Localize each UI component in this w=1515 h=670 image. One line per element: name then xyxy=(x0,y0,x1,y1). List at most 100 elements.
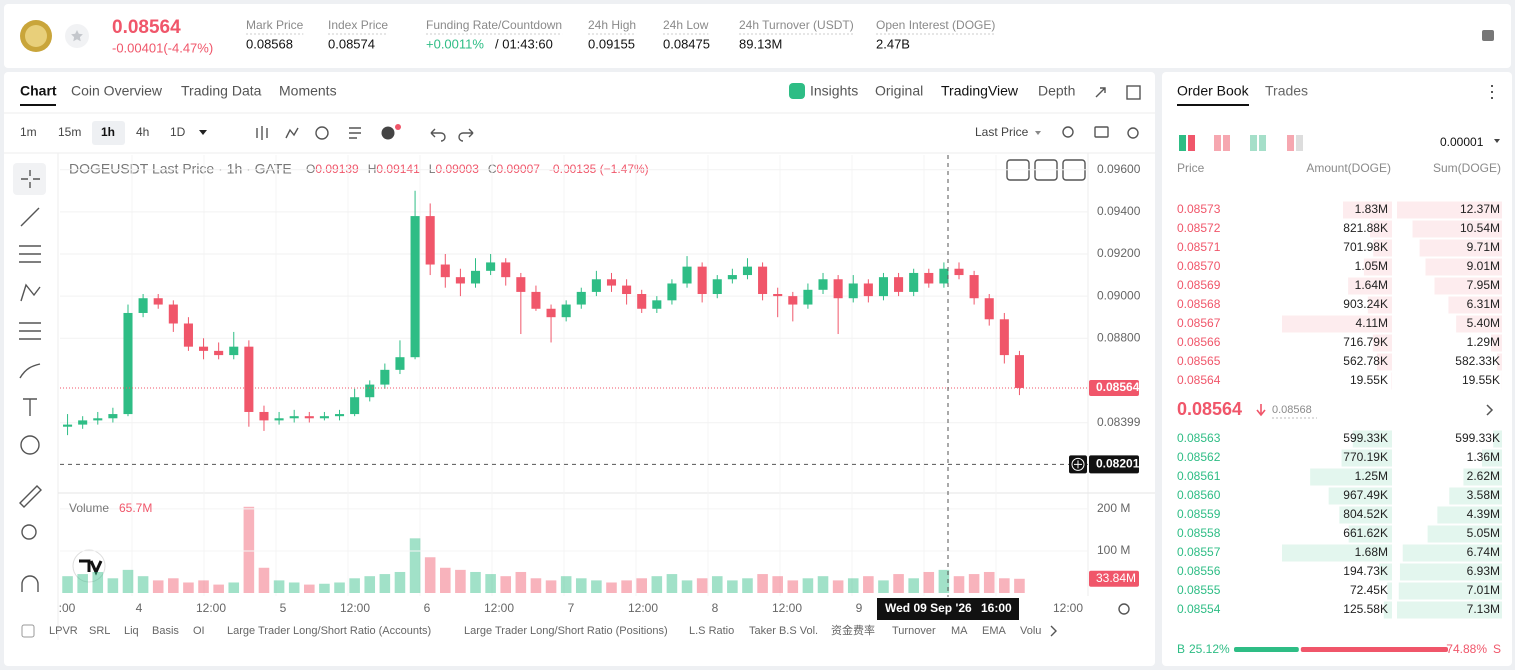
ob-price[interactable]: 0.08566 xyxy=(1177,335,1221,349)
magnet-tool[interactable] xyxy=(21,575,39,592)
ob-price[interactable]: 0.08562 xyxy=(1177,450,1221,464)
text-tool[interactable] xyxy=(23,398,37,416)
layout-buttons[interactable] xyxy=(1179,135,1303,151)
tab[interactable]: Coin Overview xyxy=(71,83,163,99)
candle-body xyxy=(652,300,662,309)
column-header: Sum(DOGE) xyxy=(1433,161,1501,175)
projection-tool[interactable] xyxy=(19,322,41,340)
indicator-scroll[interactable] xyxy=(1050,625,1057,637)
interval[interactable]: 1m xyxy=(20,125,37,139)
replay-button[interactable] xyxy=(315,126,329,140)
ob-price[interactable]: 0.08570 xyxy=(1177,259,1221,273)
snapshot-button[interactable] xyxy=(1094,126,1109,138)
volume-bar xyxy=(122,569,134,593)
candle-body xyxy=(727,275,737,280)
undo-button[interactable] xyxy=(430,128,446,142)
x-tick-label: 7 xyxy=(568,601,575,615)
ob-price[interactable]: 0.08565 xyxy=(1177,354,1221,368)
ob-price[interactable]: 0.08564 xyxy=(1177,373,1221,387)
view-tab[interactable]: TradingView xyxy=(941,83,1019,99)
zoom-tool[interactable] xyxy=(21,524,37,540)
ob-price[interactable]: 0.08555 xyxy=(1177,583,1221,597)
candle-body xyxy=(350,397,360,415)
fib-tool[interactable] xyxy=(19,245,41,263)
interval[interactable]: 4h xyxy=(136,125,149,139)
volume-bar xyxy=(908,578,919,593)
indicator[interactable]: Turnover xyxy=(892,625,936,637)
amount-bar xyxy=(1310,468,1392,486)
ob-price[interactable]: 0.08563 xyxy=(1177,431,1221,445)
ob-tab[interactable]: Trades xyxy=(1265,83,1308,99)
candle-body xyxy=(259,411,269,421)
ob-price[interactable]: 0.08559 xyxy=(1177,507,1221,521)
axis-settings[interactable] xyxy=(1118,603,1130,615)
candle-body xyxy=(954,268,964,276)
interval[interactable]: 15m xyxy=(58,125,81,139)
ob-price[interactable]: 0.08558 xyxy=(1177,526,1221,540)
indicator-button[interactable] xyxy=(285,127,299,139)
ob-price[interactable]: 0.08560 xyxy=(1177,488,1221,502)
interval[interactable]: 1D xyxy=(170,125,186,139)
candle-type-button[interactable] xyxy=(256,126,268,140)
tab[interactable]: Chart xyxy=(20,83,57,99)
stat-label: Open Interest (DOGE) xyxy=(876,18,995,32)
expand-arrow[interactable] xyxy=(1486,404,1494,416)
ob-price[interactable]: 0.08573 xyxy=(1177,202,1221,216)
price-source[interactable]: Last Price xyxy=(975,125,1029,139)
ob-price[interactable]: 0.08561 xyxy=(1177,469,1221,483)
tv-mark xyxy=(79,559,103,576)
line-tool[interactable] xyxy=(20,207,40,227)
candle-body xyxy=(486,262,496,271)
tab[interactable]: Moments xyxy=(279,83,337,99)
volume-bar xyxy=(394,571,406,593)
window-button[interactable] xyxy=(1126,85,1141,100)
add-button[interactable] xyxy=(381,126,395,140)
stat-value: 0.08568 xyxy=(246,36,293,51)
interval[interactable]: 1h xyxy=(101,125,115,139)
x-tick-label: 5 xyxy=(280,601,287,615)
indicator[interactable]: MA xyxy=(951,625,968,637)
stat-value: 89.13M xyxy=(739,36,782,51)
ob-price[interactable]: 0.08569 xyxy=(1177,278,1221,292)
ob-price[interactable]: 0.08568 xyxy=(1177,297,1221,311)
tab[interactable]: Trading Data xyxy=(181,83,262,99)
settings-button[interactable] xyxy=(1127,127,1139,139)
view-tab[interactable]: Insights xyxy=(810,83,858,99)
ob-tab[interactable]: Order Book xyxy=(1177,83,1250,99)
indicator[interactable]: Large Trader Long/Short Ratio (Accounts) xyxy=(227,625,431,637)
indicator[interactable]: SRL xyxy=(89,625,110,637)
amount-bar xyxy=(1339,506,1392,524)
indicator[interactable]: Liq xyxy=(124,625,139,637)
indicator[interactable]: L.S Ratio xyxy=(689,625,734,637)
template-button[interactable] xyxy=(349,127,361,139)
ob-price[interactable]: 0.08557 xyxy=(1177,545,1221,559)
ob-price[interactable]: 0.08567 xyxy=(1177,316,1221,330)
search-button[interactable] xyxy=(1062,126,1074,138)
indicator[interactable]: Large Trader Long/Short Ratio (Positions… xyxy=(464,625,668,637)
ob-price[interactable]: 0.08554 xyxy=(1177,602,1221,616)
brush-tool[interactable] xyxy=(19,363,41,379)
emoji-tool[interactable] xyxy=(20,435,40,455)
sum-bar xyxy=(1434,277,1502,295)
volume-bar xyxy=(334,582,345,593)
precision[interactable]: 0.00001 xyxy=(1440,135,1484,149)
indicator[interactable]: EMA xyxy=(982,625,1007,637)
crosshair-tool[interactable] xyxy=(21,170,40,188)
indicator[interactable]: OI xyxy=(193,625,205,637)
redo-button[interactable] xyxy=(458,128,474,142)
indicator[interactable]: LPVR xyxy=(49,625,78,637)
view-tab[interactable]: Original xyxy=(875,83,923,99)
indicator[interactable]: 资金费率 xyxy=(831,623,875,637)
ob-price[interactable]: 0.08556 xyxy=(1177,564,1221,578)
pattern-tool[interactable] xyxy=(20,283,41,302)
view-tab[interactable]: Depth xyxy=(1038,83,1075,99)
ob-price[interactable]: 0.08571 xyxy=(1177,240,1221,254)
indicator[interactable]: Taker B.S Vol. xyxy=(749,625,818,637)
notes-icon[interactable] xyxy=(1482,30,1494,41)
indicator[interactable]: Volu xyxy=(1020,625,1041,637)
fullscreen-button[interactable] xyxy=(1095,87,1106,98)
ruler-tool[interactable] xyxy=(19,485,42,508)
indicator[interactable]: Basis xyxy=(152,625,179,637)
tool-active[interactable] xyxy=(13,163,46,195)
ob-price[interactable]: 0.08572 xyxy=(1177,221,1221,235)
